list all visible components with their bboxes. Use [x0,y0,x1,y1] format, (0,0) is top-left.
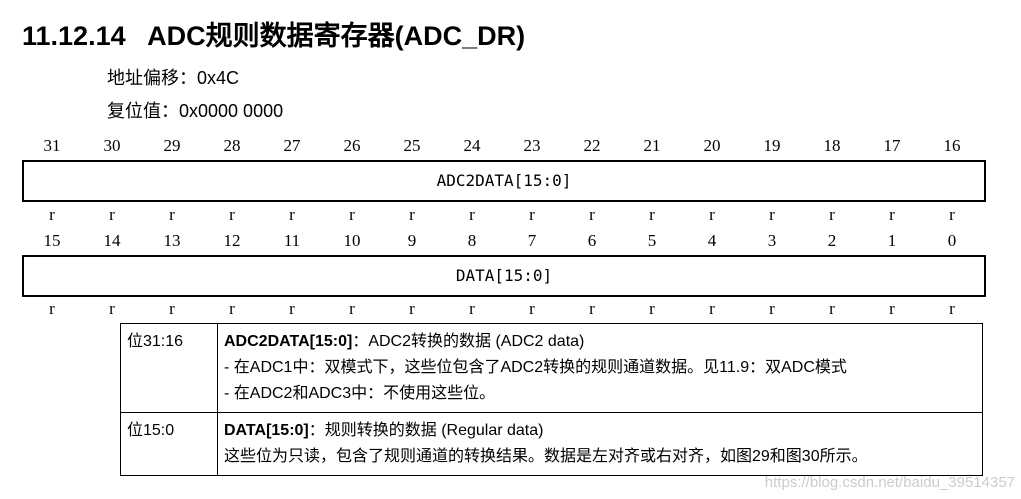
bit-number: 28 [223,136,241,155]
low-bit-numbers: 15 14 13 12 11 10 9 8 7 6 5 4 3 2 1 0 [22,231,984,251]
bit-number: 19 [763,136,781,155]
bit-number: 2 [827,231,837,250]
access-type: r [529,299,535,318]
bit-number: 26 [343,136,361,155]
bit-number: 21 [643,136,661,155]
access-type: r [469,205,475,224]
bit-number: 0 [947,231,957,250]
table-row: 位31:16 ADC2DATA[15:0]：ADC2转换的数据 (ADC2 da… [120,323,983,413]
table-row: 位15:0 DATA[15:0]：规则转换的数据 (Regular data) 这… [120,412,983,476]
access-type: r [409,299,415,318]
access-type: r [349,299,355,318]
access-type: r [889,299,895,318]
bit-number: 14 [103,231,121,250]
bit-number: 16 [943,136,961,155]
bit-number: 25 [403,136,421,155]
low-field-box: DATA[15:0] [22,255,986,297]
bit-description-table: 位31:16 ADC2DATA[15:0]：ADC2转换的数据 (ADC2 da… [120,323,983,476]
address-offset: 地址偏移：0x4C [107,68,240,88]
access-type: r [949,299,955,318]
high-field-box: ADC2DATA[15:0] [22,160,986,202]
field-desc: ：规则转换的数据 (Regular data) [308,422,544,439]
bit-number: 6 [587,231,597,250]
bit-range: 位31:16 [120,323,218,413]
access-type: r [409,205,415,224]
access-type: r [649,299,655,318]
desc-line: - 在ADC2和ADC3中：不使用这些位。 [224,385,496,402]
bit-number: 29 [163,136,181,155]
bit-range: 位15:0 [120,412,218,476]
field-desc: ：ADC2转换的数据 (ADC2 data) [352,333,585,350]
bit-number: 27 [283,136,301,155]
access-type: r [769,299,775,318]
access-type: r [169,205,175,224]
bit-number: 3 [767,231,777,250]
desc-line: 这些位为只读，包含了规则通道的转换结果。数据是左对齐或右对齐，如图29和图30所… [224,448,868,465]
desc-line: - 在ADC1中：双模式下，这些位包含了ADC2转换的规则通道数据。见11.9：… [224,359,847,376]
watermark: https://blog.csdn.net/baidu_39514357 [764,474,1015,491]
access-type: r [529,205,535,224]
bit-number: 20 [703,136,721,155]
access-type: r [709,205,715,224]
access-type: r [169,299,175,318]
bit-number: 8 [467,231,477,250]
bit-number: 4 [707,231,717,250]
bit-number: 23 [523,136,541,155]
bit-number: 7 [527,231,537,250]
bit-number: 11 [283,231,301,250]
access-type: r [829,205,835,224]
access-type: r [589,299,595,318]
access-type: r [589,205,595,224]
access-type: r [469,299,475,318]
bit-number: 5 [647,231,657,250]
bit-number: 24 [463,136,481,155]
bit-number: 31 [43,136,61,155]
access-type: r [229,299,235,318]
bit-number: 12 [223,231,241,250]
access-type: r [49,205,55,224]
bit-number: 22 [583,136,601,155]
reset-value: 复位值：0x0000 0000 [107,101,284,121]
bit-number: 17 [883,136,901,155]
bit-number: 1 [887,231,897,250]
field-name: DATA[15:0] [224,422,309,439]
bit-description: DATA[15:0]：规则转换的数据 (Regular data) 这些位为只读，… [217,412,983,476]
bit-number: 9 [407,231,417,250]
bit-number: 10 [343,231,361,250]
access-type: r [829,299,835,318]
access-type: r [289,205,295,224]
high-bit-numbers: 31 30 29 28 27 26 25 24 23 22 21 20 19 18 17 16 [22,136,984,156]
section-title: 11.12.14 ADC规则数据寄存器(ADC_DR) [22,21,526,51]
access-type: r [349,205,355,224]
field-name: ADC2DATA[15:0] [224,333,353,350]
access-type: r [289,299,295,318]
access-type: r [109,205,115,224]
access-type: r [889,205,895,224]
access-type: r [709,299,715,318]
access-type: r [49,299,55,318]
bit-number: 15 [43,231,61,250]
bit-number: 13 [163,231,181,250]
bit-description: ADC2DATA[15:0]：ADC2转换的数据 (ADC2 data) - 在A… [217,323,983,413]
access-type: r [649,205,655,224]
access-type: r [229,205,235,224]
bit-number: 18 [823,136,841,155]
access-type: r [109,299,115,318]
access-type: r [769,205,775,224]
bit-number: 30 [103,136,121,155]
access-type: r [949,205,955,224]
